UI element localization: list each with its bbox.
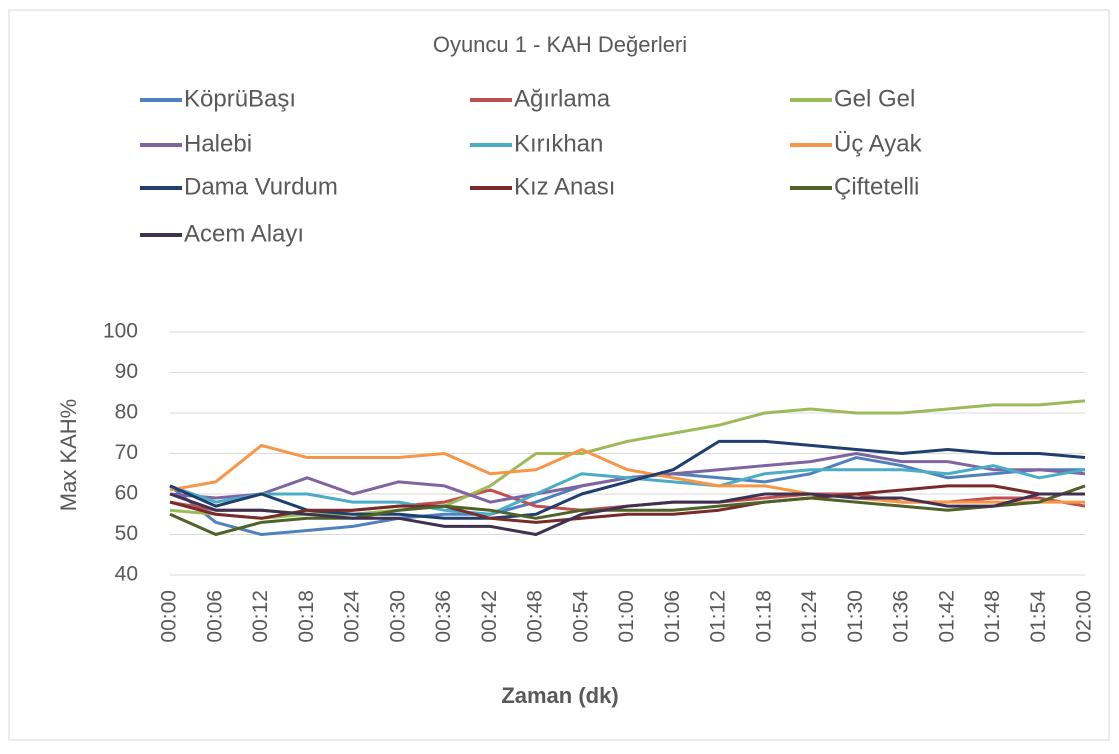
- legend-label: Ağırlama: [514, 85, 611, 112]
- x-tick-label: 00:48: [524, 590, 547, 643]
- x-tick-label: 01:06: [661, 590, 684, 643]
- y-tick-label: 40: [115, 563, 138, 586]
- x-tick-label: 00:36: [432, 590, 455, 643]
- y-tick-label: 100: [103, 320, 138, 343]
- x-tick-label: 01:24: [798, 590, 821, 643]
- legend-label: Kırıkhan: [514, 130, 603, 157]
- x-tick-label: 00:12: [249, 590, 272, 643]
- chart-title: Oyuncu 1 - KAH Değerleri: [433, 32, 687, 57]
- series-line: [169, 484, 1085, 524]
- x-tick-label: 00:24: [341, 590, 364, 643]
- x-tick-label: 01:42: [935, 590, 958, 643]
- chart-frame: [8, 9, 1110, 741]
- series-line: [169, 484, 1086, 536]
- x-tick-label: 00:54: [569, 590, 592, 643]
- legend-label: Üç Ayak: [834, 130, 923, 157]
- legend-label: Çiftetelli: [834, 173, 919, 200]
- x-tick-label: 01:54: [1027, 590, 1050, 643]
- x-tick-label: 00:00: [158, 590, 181, 643]
- x-tick-label: 01:12: [707, 590, 730, 643]
- x-tick-label: 00:18: [295, 590, 318, 643]
- x-tick-label: 01:48: [981, 590, 1004, 643]
- legend-label: Gel Gel: [834, 85, 915, 112]
- legend-label: Kız Anası: [514, 173, 615, 200]
- x-tick-label: 00:06: [203, 590, 226, 643]
- x-tick-label: 00:30: [386, 590, 409, 643]
- y-tick-label: 70: [115, 441, 138, 464]
- series-line: [169, 492, 1085, 536]
- x-tick-label: 02:00: [1073, 590, 1096, 643]
- y-tick-label: 50: [115, 522, 138, 545]
- y-axis-label: Max KAH%: [56, 399, 81, 511]
- x-tick-label: 01:30: [844, 590, 867, 643]
- legend-label: KöprüBaşı: [184, 85, 296, 112]
- x-tick-label: 01:36: [890, 590, 913, 643]
- y-tick-label: 60: [115, 482, 138, 505]
- y-tick-label: 90: [115, 360, 138, 383]
- x-tick-label: 01:00: [615, 590, 638, 643]
- x-tick-label: 00:42: [478, 590, 501, 643]
- legend-label: Acem Alayı: [184, 220, 304, 247]
- x-tick-label: 01:18: [752, 590, 775, 643]
- x-axis-label: Zaman (dk): [501, 683, 618, 708]
- series-line: [169, 464, 1086, 516]
- legend-label: Halebi: [184, 130, 252, 157]
- legend-label: Dama Vurdum: [184, 173, 338, 200]
- y-tick-label: 80: [115, 401, 138, 424]
